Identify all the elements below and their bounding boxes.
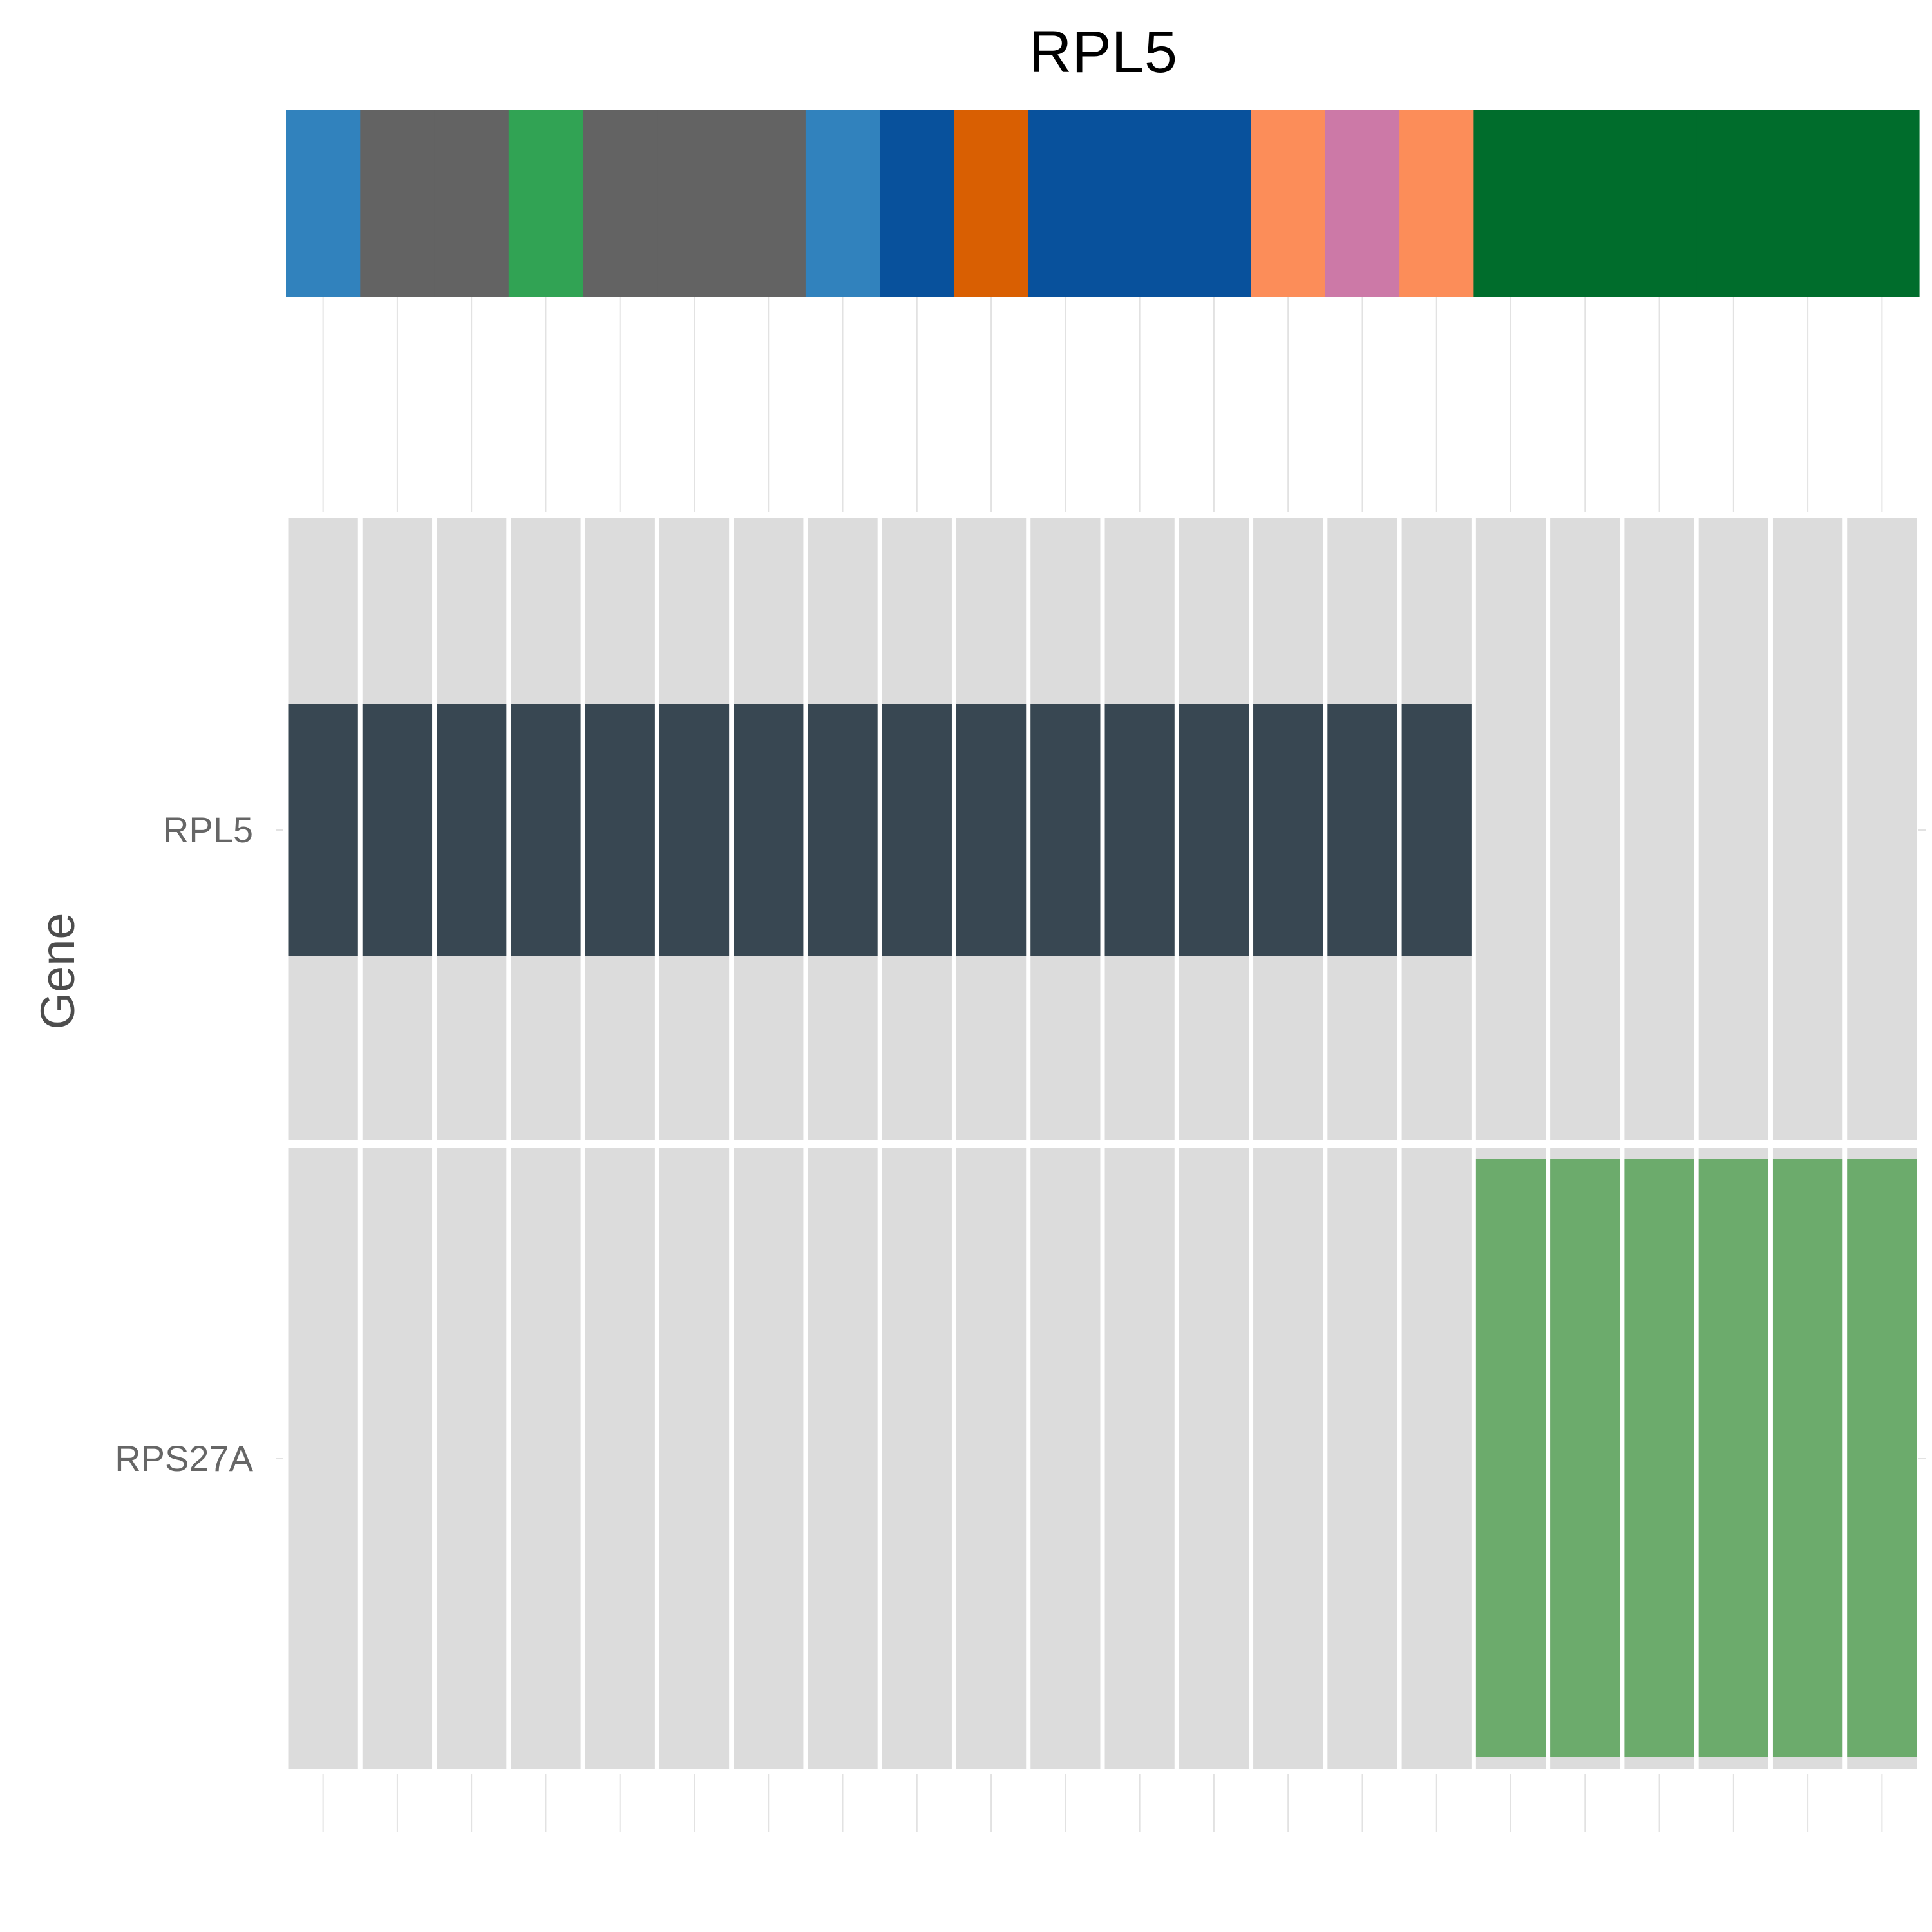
background-tile [659, 1148, 730, 1769]
background-tile [1698, 518, 1768, 1140]
alteration-tile [882, 704, 952, 956]
alteration-tile [1104, 704, 1175, 956]
annotation-bar [286, 110, 1920, 297]
background-tile [585, 1148, 655, 1769]
annotation-cell [1251, 110, 1326, 297]
alteration-tile [1401, 704, 1472, 956]
annotation-cell [360, 110, 435, 297]
alteration-tile [1253, 704, 1323, 956]
annotation-cell [954, 110, 1029, 297]
alteration-tile [1475, 1159, 1546, 1757]
annotation-cell [1548, 110, 1623, 297]
annotation-cell [1399, 110, 1474, 297]
alteration-tile [1847, 1159, 1917, 1757]
alteration-tile [1698, 1159, 1768, 1757]
annotation-cell [1028, 110, 1103, 297]
annotation-cell [731, 110, 806, 297]
background-tile [1104, 1148, 1175, 1769]
alteration-tile [808, 704, 878, 956]
alteration-tile [1550, 1159, 1620, 1757]
annotation-cell [1622, 110, 1697, 297]
alteration-tile [956, 704, 1027, 956]
alteration-tile [659, 704, 730, 956]
background-tile [437, 1148, 507, 1769]
annotation-cell [657, 110, 732, 297]
alteration-tile [585, 704, 655, 956]
annotation-cell [1177, 110, 1252, 297]
annotation-cell [880, 110, 955, 297]
gene-label: RPS27A [115, 1438, 253, 1479]
background-tile [734, 1148, 804, 1769]
alteration-tile [511, 704, 581, 956]
grid-lines [276, 297, 1926, 1832]
alteration-tile [1030, 704, 1101, 956]
annotation-cell [1696, 110, 1772, 297]
background-tile [1550, 518, 1620, 1140]
annotation-cell [583, 110, 658, 297]
annotation-cell [1844, 110, 1920, 297]
background-tile [956, 1148, 1027, 1769]
background-tile [1401, 1148, 1472, 1769]
annotation-cell [1325, 110, 1400, 297]
background-tile [808, 1148, 878, 1769]
background-tile [511, 1148, 581, 1769]
annotation-cell [286, 110, 361, 297]
background-tile [1179, 1148, 1249, 1769]
annotation-cell [434, 110, 509, 297]
background-tile [882, 1148, 952, 1769]
chart-title: RPL5 [1029, 19, 1177, 85]
tile-grid [288, 518, 1917, 1769]
alteration-tile [1624, 1159, 1694, 1757]
background-tile [1847, 518, 1917, 1140]
background-tile [1624, 518, 1694, 1140]
alteration-tile [1772, 1159, 1843, 1757]
annotation-cell [1103, 110, 1177, 297]
background-tile [1253, 1148, 1323, 1769]
background-tile [1030, 1148, 1101, 1769]
background-tile [1327, 1148, 1397, 1769]
alteration-tile [1179, 704, 1249, 956]
background-tile [288, 1148, 358, 1769]
alteration-tile [362, 704, 433, 956]
alteration-tile [734, 704, 804, 956]
background-tile [1772, 518, 1843, 1140]
alteration-tile [437, 704, 507, 956]
alteration-tile [1327, 704, 1397, 956]
annotation-cell [508, 110, 583, 297]
alteration-tile [288, 704, 358, 956]
gene-labels: RPL5 RPS27A [115, 810, 253, 1479]
y-axis-title: Gene [31, 913, 84, 1029]
background-tile [362, 1148, 433, 1769]
annotation-cell [1473, 110, 1549, 297]
annotation-cell [1770, 110, 1846, 297]
gene-label: RPL5 [163, 810, 253, 850]
background-tile [1475, 518, 1546, 1140]
annotation-cell [805, 110, 880, 297]
